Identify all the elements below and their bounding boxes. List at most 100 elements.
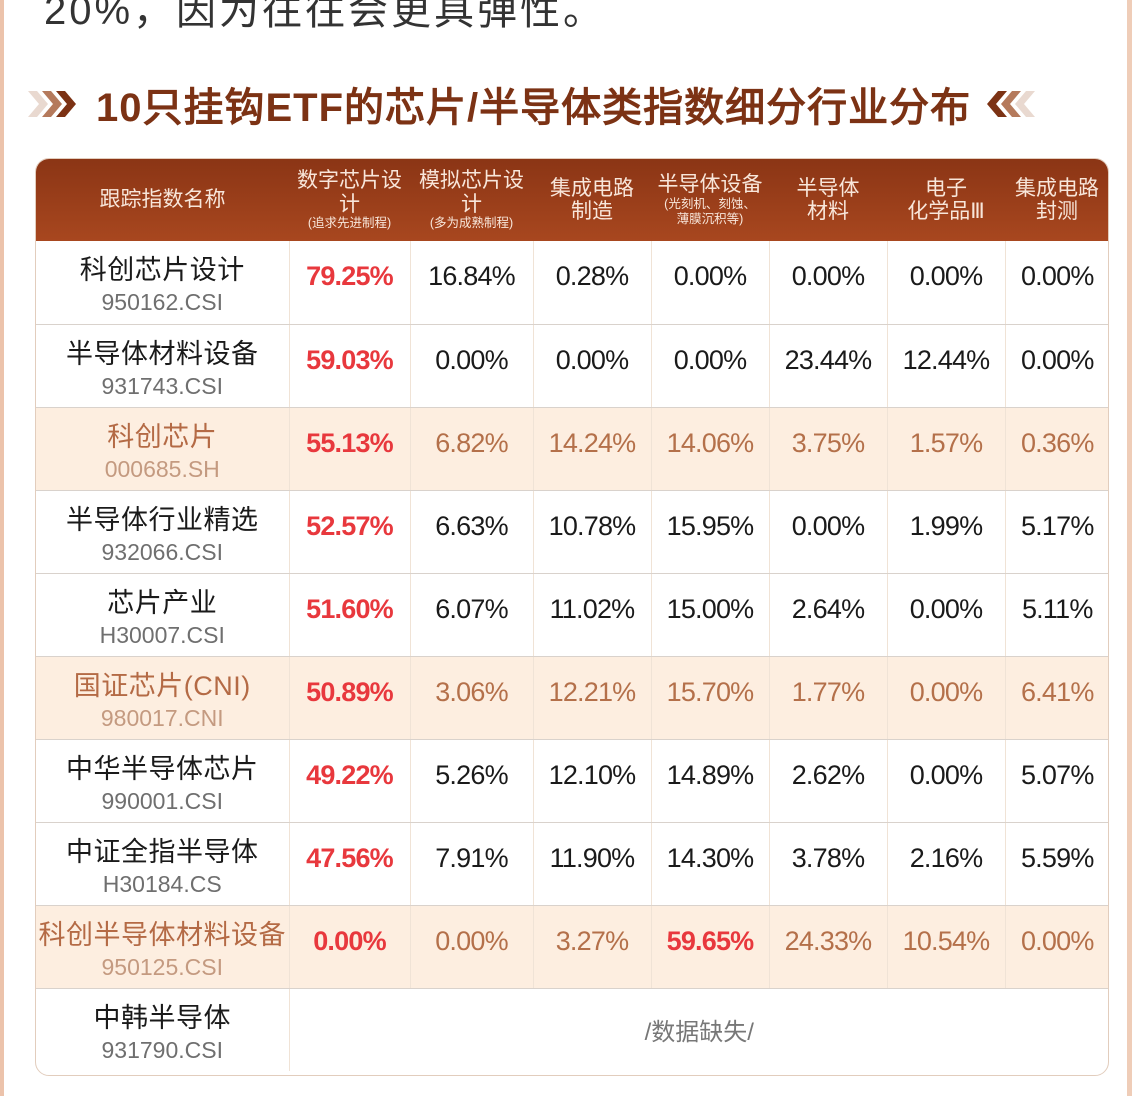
percentage-cell: 12.44% xyxy=(887,324,1006,408)
percentage-cell: 6.82% xyxy=(410,407,534,491)
index-name-cell: 科创半导体材料设备 950125.CSI xyxy=(36,905,290,989)
percentage-cell: 0.00% xyxy=(887,573,1006,657)
index-code: 950125.CSI xyxy=(101,953,223,980)
index-name: 中韩半导体 xyxy=(93,1002,231,1033)
index-name-cell: 半导体材料设备 931743.CSI xyxy=(36,324,290,408)
percentage-cell: 3.78% xyxy=(769,822,888,906)
percentage-cell: 6.07% xyxy=(410,573,534,657)
index-code: 990001.CSI xyxy=(101,787,223,814)
percentage-cell: 59.03% xyxy=(289,324,411,408)
percentage-cell: 49.22% xyxy=(289,739,411,823)
percentage-cell: 5.07% xyxy=(1005,739,1108,823)
percentage-cell: 0.00% xyxy=(887,739,1006,823)
percentage-cell: 15.95% xyxy=(651,490,770,574)
table-row: 科创芯片设计 950162.CSI 79.25% 16.84% 0.28% 0.00% 0.… xyxy=(36,241,1108,325)
percentage-cell: 10.78% xyxy=(533,490,652,574)
percentage-cell: 0.00% xyxy=(769,490,888,574)
index-name: 科创芯片设计 xyxy=(79,255,245,285)
table-row: 中证全指半导体 H30184.CS 47.56% 7.91% 11.90% 14.30% 3… xyxy=(36,822,1108,906)
table-row: 国证芯片(CNI) 980017.CNI 50.89% 3.06% 12.21% 15.7… xyxy=(36,656,1108,740)
index-name-cell: 中证全指半导体 H30184.CS xyxy=(36,822,290,906)
percentage-cell: 0.00% xyxy=(887,241,1006,325)
percentage-cell: 59.65% xyxy=(651,905,770,989)
percentage-cell: 11.02% xyxy=(533,573,652,657)
percentage-cell: 11.90% xyxy=(533,822,652,906)
percentage-cell: 12.10% xyxy=(533,739,652,823)
section-title: 10只挂钩ETF的芯片/半导体类指数细分行业分布 xyxy=(96,86,972,130)
column-header-ic-packaging-testing: 集成电路 封测 xyxy=(1015,176,1099,223)
column-header-electronic-chemicals: 电子 化学品Ⅲ xyxy=(907,176,985,223)
industry-distribution-table: 跟踪指数名称 数字芯片设计 (追求先进制程) 模拟芯片设计 (多为成熟制程) 集… xyxy=(35,158,1109,1076)
index-code: 932066.CSI xyxy=(101,538,223,565)
percentage-cell: 79.25% xyxy=(289,241,411,325)
percentage-cell: 14.24% xyxy=(533,407,652,491)
index-code: 980017.CNI xyxy=(100,704,224,731)
index-code: 000685.SH xyxy=(104,455,220,482)
index-code: 950162.CSI xyxy=(101,289,223,315)
index-code: H30007.CSI xyxy=(99,621,225,648)
index-code: H30184.CS xyxy=(102,870,222,897)
index-name: 中证全指半导体 xyxy=(66,836,259,867)
percentage-cell: 6.63% xyxy=(410,490,534,574)
percentage-cell: 0.00% xyxy=(289,905,411,989)
index-name: 半导体材料设备 xyxy=(66,338,259,369)
percentage-cell: 14.89% xyxy=(651,739,770,823)
index-name-cell: 半导体行业精选 932066.CSI xyxy=(36,490,290,574)
percentage-cell: 2.62% xyxy=(769,739,888,823)
index-name-cell: 中华半导体芯片 990001.CSI xyxy=(36,739,290,823)
double-chevron-right-icon xyxy=(28,89,78,119)
index-name-cell: 中韩半导体 931790.CSI xyxy=(36,988,290,1071)
percentage-cell: 0.00% xyxy=(410,905,534,989)
percentage-cell: 7.91% xyxy=(410,822,534,906)
percentage-cell: 0.00% xyxy=(410,324,534,408)
percentage-cell: 0.00% xyxy=(1005,241,1108,325)
percentage-cell: 3.75% xyxy=(769,407,888,491)
percentage-cell: 0.00% xyxy=(887,656,1006,740)
table-row: 科创芯片 000685.SH 55.13% 6.82% 14.24% 14.06% 3.75… xyxy=(36,407,1108,491)
percentage-cell: 0.00% xyxy=(769,241,888,325)
table-row: 中华半导体芯片 990001.CSI 49.22% 5.26% 12.10% 14.89%… xyxy=(36,739,1108,823)
index-name: 科创半导体材料设备 xyxy=(38,919,286,950)
percentage-cell: 3.06% xyxy=(410,656,534,740)
percentage-cell: 47.56% xyxy=(289,822,411,906)
table-row: 半导体材料设备 931743.CSI 59.03% 0.00% 0.00% 0.00% 23… xyxy=(36,324,1108,408)
percentage-cell: 55.13% xyxy=(289,407,411,491)
missing-data-cell: /数据缺失/ xyxy=(644,1019,754,1047)
percentage-cell: 3.27% xyxy=(533,905,652,989)
table-body: 科创芯片设计 950162.CSI 79.25% 16.84% 0.28% 0.00% 0.… xyxy=(36,241,1108,1071)
percentage-cell: 2.64% xyxy=(769,573,888,657)
index-code: 931790.CSI xyxy=(101,1036,223,1063)
percentage-cell: 14.30% xyxy=(651,822,770,906)
percentage-cell: 0.00% xyxy=(533,324,652,408)
percentage-cell: 5.59% xyxy=(1005,822,1108,906)
index-name-cell: 科创芯片设计 950162.CSI xyxy=(36,241,290,325)
column-header-index-name: 跟踪指数名称 xyxy=(99,188,226,212)
index-name-cell: 科创芯片 000685.SH xyxy=(36,407,290,491)
index-name: 芯片产业 xyxy=(107,587,218,618)
percentage-cell: 51.60% xyxy=(289,573,411,657)
right-page-border xyxy=(1127,0,1132,1096)
percentage-cell: 5.26% xyxy=(410,739,534,823)
table-row: 芯片产业 H30007.CSI 51.60% 6.07% 11.02% 15.00% 2.6… xyxy=(36,573,1108,657)
left-page-border xyxy=(0,0,4,1096)
percentage-cell: 5.17% xyxy=(1005,490,1108,574)
percentage-cell: 16.84% xyxy=(410,241,534,325)
column-header-semiconductor-materials: 半导体 材料 xyxy=(796,176,860,223)
percentage-cell: 24.33% xyxy=(769,905,888,989)
index-name: 国证芯片(CNI) xyxy=(73,670,251,701)
index-name: 科创芯片 xyxy=(107,421,218,452)
column-header-digital-chip-design: 数字芯片设计 (追求先进制程) xyxy=(297,169,402,230)
percentage-cell: 14.06% xyxy=(651,407,770,491)
double-chevron-left-icon xyxy=(985,89,1036,119)
percentage-cell: 50.89% xyxy=(289,656,411,740)
index-name: 半导体行业精选 xyxy=(66,504,259,535)
column-header-ic-manufacturing: 集成电路 制造 xyxy=(550,176,634,223)
percentage-cell: 5.11% xyxy=(1005,573,1108,657)
column-header-analog-chip-design: 模拟芯片设计 (多为成熟制程) xyxy=(419,169,524,230)
table-row: 科创半导体材料设备 950125.CSI 0.00% 0.00% 3.27% 59.65%… xyxy=(36,905,1108,989)
percentage-cell: 1.99% xyxy=(887,490,1006,574)
column-header-semiconductor-equipment: 半导体设备 (光刻机、刻蚀、 薄膜沉积等) xyxy=(657,173,763,226)
index-code: 931743.CSI xyxy=(101,372,223,399)
table-header-row: 跟踪指数名称 数字芯片设计 (追求先进制程) 模拟芯片设计 (多为成熟制程) 集… xyxy=(36,159,1108,241)
percentage-cell: 15.00% xyxy=(651,573,770,657)
